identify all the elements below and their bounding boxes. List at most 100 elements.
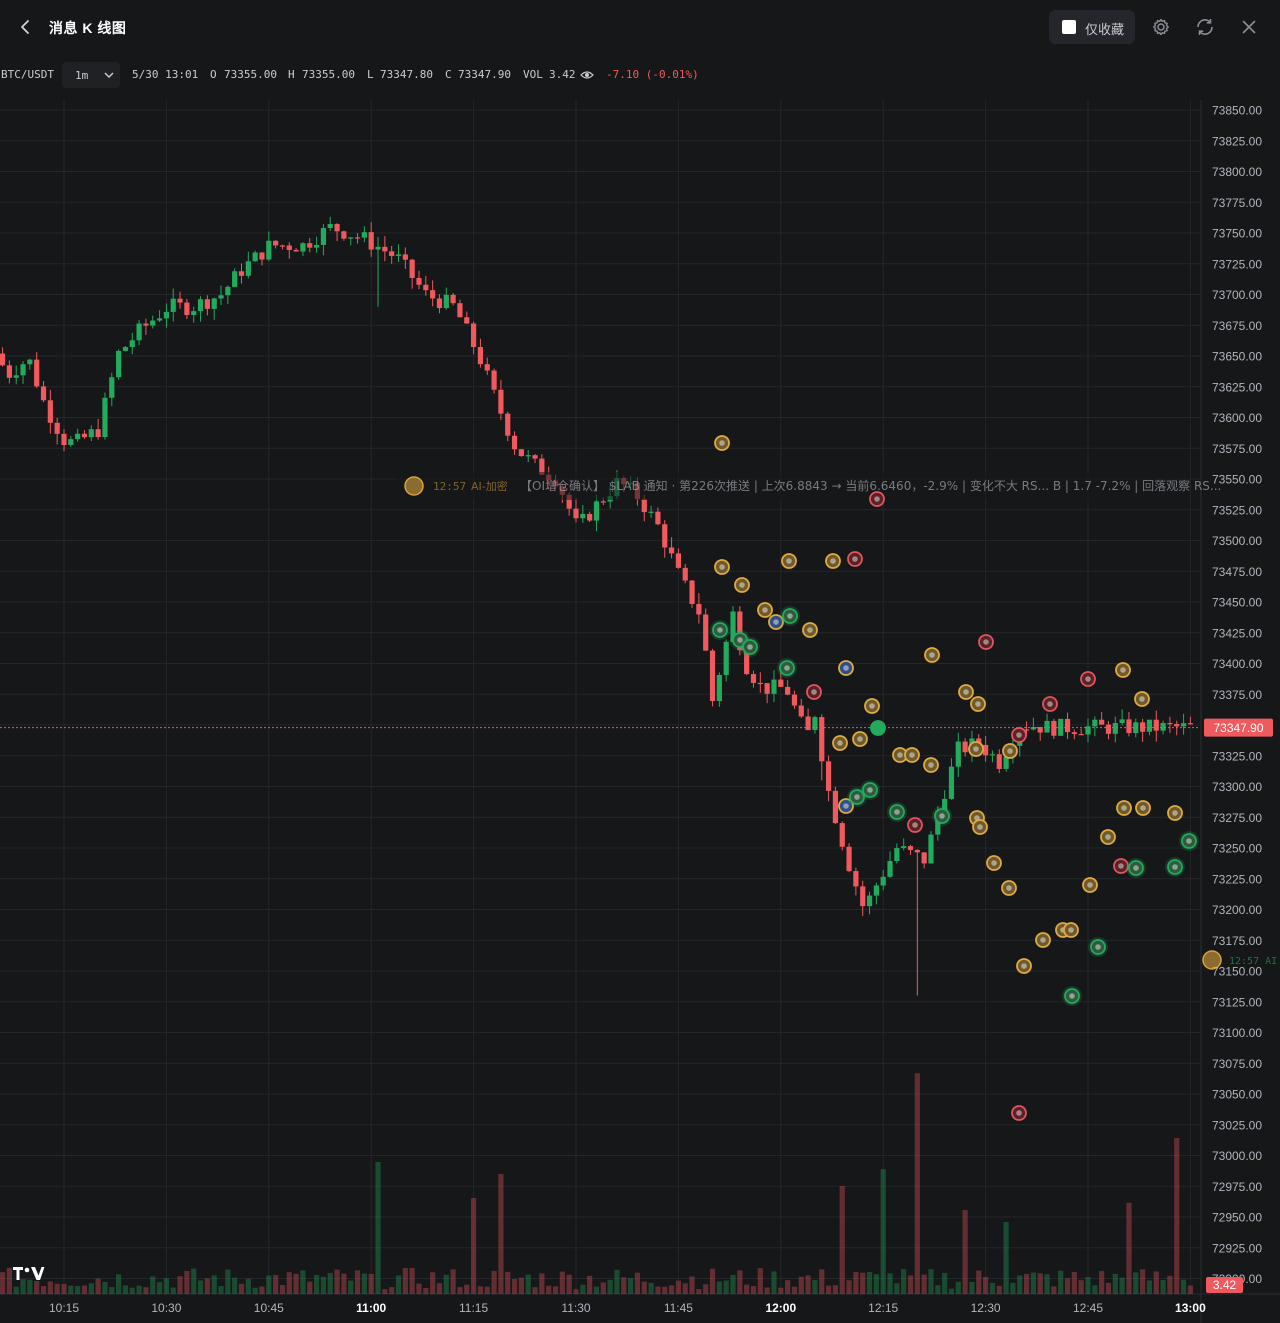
news-marker-icon[interactable]: [1035, 932, 1051, 948]
eye-icon[interactable]: [580, 70, 594, 80]
news-marker-icon[interactable]: [1016, 958, 1032, 974]
news-marker-icon[interactable]: [1167, 805, 1183, 821]
news-marker-icon[interactable]: [972, 819, 988, 835]
price-tick-label: 73025.00: [1212, 1118, 1262, 1132]
news-marker-icon[interactable]: [1011, 727, 1027, 743]
volume-bar: [54, 1283, 60, 1294]
volume-bar: [361, 1273, 367, 1294]
volume-bar: [969, 1281, 975, 1294]
news-marker-icon[interactable]: [1090, 939, 1106, 955]
volume-bar: [88, 1283, 94, 1294]
news-marker-icon[interactable]: [958, 684, 974, 700]
settings-button[interactable]: [1149, 15, 1173, 39]
news-marker-icon[interactable]: [782, 608, 798, 624]
news-marker-dot: [963, 689, 969, 695]
news-marker-dot: [1007, 748, 1013, 754]
volume-bar: [894, 1283, 900, 1294]
news-marker-icon[interactable]: [986, 855, 1002, 871]
news-marker-icon[interactable]: [978, 634, 994, 650]
news-marker-icon[interactable]: [869, 491, 885, 507]
news-marker-icon[interactable]: [712, 622, 728, 638]
volume-bar: [825, 1285, 832, 1294]
news-marker-icon[interactable]: [968, 741, 984, 757]
candle-body: [600, 501, 606, 503]
candle-body: [566, 494, 572, 509]
price-tick-label: 73675.00: [1212, 319, 1262, 333]
candle-body: [1078, 734, 1084, 736]
volume-bar: [1187, 1285, 1193, 1294]
news-marker-icon[interactable]: [757, 602, 773, 618]
news-marker-icon[interactable]: [923, 757, 939, 773]
news-marker-icon[interactable]: [864, 698, 880, 714]
volume-bar: [498, 1174, 504, 1294]
news-marker-icon[interactable]: [904, 747, 920, 763]
news-marker-icon[interactable]: [1100, 829, 1116, 845]
volume-bar: [471, 1198, 477, 1294]
volume-bar: [375, 1162, 381, 1294]
refresh-button[interactable]: [1193, 15, 1217, 39]
news-marker-icon[interactable]: [1002, 743, 1018, 759]
news-marker-icon[interactable]: [781, 553, 797, 569]
news-marker-icon[interactable]: [802, 622, 818, 638]
news-marker-icon[interactable]: [1128, 860, 1144, 876]
news-marker-icon[interactable]: [862, 782, 878, 798]
close-button[interactable]: [1237, 15, 1261, 39]
news-marker-icon[interactable]: [1181, 833, 1197, 849]
message-text[interactable]: 【OI增仓确认】 $LAB 通知 · 第226次推送 | 上次6.8843 → …: [520, 478, 1221, 493]
news-marker-icon[interactable]: [849, 789, 865, 805]
news-marker-icon[interactable]: [1082, 877, 1098, 893]
news-marker-dot: [1085, 676, 1091, 682]
news-marker-icon[interactable]: [768, 614, 784, 630]
news-marker-icon[interactable]: [1134, 691, 1150, 707]
news-marker-icon[interactable]: [1011, 1105, 1027, 1121]
candle-body: [921, 852, 927, 864]
news-marker-icon[interactable]: [1001, 880, 1017, 896]
favorites-checkbox[interactable]: [1062, 20, 1076, 34]
candle-body: [27, 359, 33, 365]
news-marker-icon[interactable]: [1042, 696, 1058, 712]
candle-body: [1187, 723, 1193, 725]
news-marker-icon[interactable]: [970, 696, 986, 712]
news-marker-icon[interactable]: [832, 735, 848, 751]
news-marker-icon[interactable]: [825, 553, 841, 569]
news-marker-icon[interactable]: [1115, 662, 1131, 678]
interval-select[interactable]: 1m: [62, 62, 120, 88]
news-marker-icon[interactable]: [852, 731, 868, 747]
price-tick-label: 73100.00: [1212, 1026, 1262, 1040]
candle-body: [655, 511, 661, 525]
volume-bar: [832, 1285, 839, 1294]
symbol-label[interactable]: BTC/USDT: [1, 68, 54, 81]
news-marker-icon[interactable]: [838, 798, 854, 814]
news-marker-dot: [857, 736, 863, 742]
volume-bar: [1119, 1277, 1125, 1294]
news-marker-icon[interactable]: [934, 808, 950, 824]
news-marker-icon[interactable]: [870, 720, 886, 736]
news-marker-icon[interactable]: [889, 804, 905, 820]
news-marker-icon[interactable]: [924, 647, 940, 663]
candlestick-chart[interactable]: 12:57 AI-加密 【OI增仓确认】 $LAB 通知 · 第226次推送 | 上…: [0, 100, 1280, 1323]
news-marker-icon[interactable]: [1080, 671, 1096, 687]
news-marker-icon[interactable]: [806, 684, 822, 700]
news-marker-icon[interactable]: [1135, 800, 1151, 816]
news-marker-icon[interactable]: [742, 639, 758, 655]
news-marker-icon[interactable]: [779, 660, 795, 676]
news-marker-icon[interactable]: [714, 435, 730, 451]
news-marker-icon[interactable]: [1116, 800, 1132, 816]
news-marker-icon[interactable]: [1113, 858, 1129, 874]
favorites-only-toggle[interactable]: 仅收藏: [1049, 10, 1135, 44]
news-marker-icon[interactable]: [734, 577, 750, 593]
candle-body: [1030, 726, 1036, 730]
news-marker-icon[interactable]: [847, 551, 863, 567]
volume-bar: [6, 1267, 12, 1294]
message-row-bg: [395, 472, 1190, 500]
price-tick-label: 73225.00: [1212, 872, 1262, 886]
news-marker-icon[interactable]: [714, 559, 730, 575]
news-marker-icon[interactable]: [1063, 922, 1079, 938]
news-marker-dot: [1040, 937, 1046, 943]
news-marker-icon[interactable]: [1167, 859, 1183, 875]
news-marker-icon[interactable]: [838, 660, 854, 676]
back-button[interactable]: [12, 14, 38, 40]
news-marker-dot: [830, 558, 836, 564]
news-marker-icon[interactable]: [907, 817, 923, 833]
news-marker-icon[interactable]: [1064, 988, 1080, 1004]
